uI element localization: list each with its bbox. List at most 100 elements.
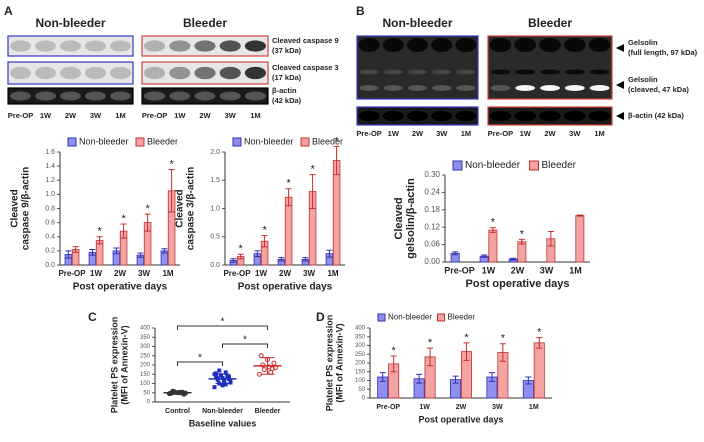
x-tick-label: 1M — [162, 269, 173, 278]
error-bar — [72, 246, 79, 253]
error-bar — [452, 375, 459, 384]
legend-label: Bleeder — [147, 136, 178, 146]
legend-label: Non-bleeder — [244, 136, 294, 146]
blot-target-label: (42 kDa) — [272, 96, 302, 105]
blot-band — [60, 66, 81, 80]
bar — [284, 196, 293, 266]
significance-marker: * — [121, 213, 126, 225]
y-tick-label: 0.12 — [424, 222, 440, 231]
legend-swatch — [67, 137, 77, 147]
significance-marker: * — [428, 337, 433, 349]
data-point — [214, 371, 219, 376]
significance-marker: * — [392, 345, 397, 357]
error-bar — [96, 236, 103, 245]
blot-band — [35, 91, 56, 101]
bar — [488, 229, 498, 263]
data-point — [261, 367, 267, 373]
blot-target-label: (17 kDa) — [272, 73, 302, 82]
blot-strip — [7, 61, 134, 85]
x-tick-label: 1M — [569, 265, 582, 275]
x-tick-label: 1M — [529, 404, 539, 411]
lane-label: 1W — [388, 129, 400, 138]
blot-band — [563, 111, 586, 121]
lane-label: Pre-OP — [142, 111, 167, 120]
error-bar — [518, 238, 525, 245]
error-bar — [463, 342, 470, 361]
error-bar — [261, 235, 268, 248]
error-bar — [525, 376, 532, 385]
blot-band — [110, 66, 131, 80]
panel-letter: B — [356, 4, 365, 18]
data-point — [218, 373, 223, 378]
error-bar — [237, 253, 244, 260]
y-axis-label: Platelet PS expression — [109, 317, 119, 414]
error-bar — [390, 355, 397, 373]
legend-label: Bleeder — [542, 160, 577, 171]
y-tick-label: 250 — [355, 352, 366, 358]
blot-group-title: Bleeder — [183, 16, 227, 30]
blot-target-label: Gelsolin — [628, 38, 658, 47]
error-bar — [120, 223, 127, 239]
y-axis-label: Cleaved — [393, 197, 405, 239]
blot-strip — [7, 35, 134, 57]
blot-target-label: (cleaved, 47 kDa) — [628, 85, 689, 94]
blot-band — [431, 111, 453, 121]
legend-swatch — [452, 160, 463, 171]
lane-label: 2W — [544, 129, 556, 138]
significance-marker: * — [491, 217, 496, 229]
significance-marker: * — [97, 226, 102, 238]
blot-band — [540, 69, 560, 75]
blot-band — [588, 111, 611, 121]
significance-marker: * — [464, 332, 469, 344]
blot-band — [406, 38, 429, 52]
comparison-bracket — [177, 325, 268, 330]
y-axis-label: gelsolin/β-actin — [405, 178, 417, 259]
y-tick-label: 0.06 — [424, 240, 440, 249]
significance-marker: * — [238, 243, 243, 255]
blot-band — [110, 40, 131, 52]
x-tick-label: 3W — [303, 269, 315, 278]
blot-band — [144, 66, 166, 80]
x-tick-label: Pre-OP — [376, 404, 400, 411]
error-bar — [510, 257, 517, 261]
error-bar — [168, 169, 175, 213]
error-bar — [230, 258, 237, 263]
data-point — [269, 366, 275, 372]
y-axis-label: caspase 3/β-actin — [186, 167, 197, 250]
lane-label: Pre-OP — [356, 129, 381, 138]
x-tick-label: Pre-OP — [58, 269, 86, 278]
x-tick-label: 1W — [419, 404, 430, 411]
error-bar — [137, 252, 144, 258]
x-tick-label: 2W — [114, 269, 126, 278]
x-tick-label: 1W — [90, 269, 102, 278]
blot-band — [35, 40, 56, 52]
y-tick-label: 100 — [355, 378, 366, 384]
error-bar — [302, 257, 309, 262]
legend-swatch — [437, 313, 445, 322]
x-tick-label: Control — [165, 408, 190, 415]
significance-marker: * — [198, 353, 202, 364]
y-tick-label: 150 — [355, 369, 366, 375]
significance-marker: * — [520, 228, 525, 240]
error-bar — [285, 188, 292, 207]
y-axis-label: Platelet PS expression — [324, 315, 334, 412]
significance-marker: * — [537, 327, 542, 339]
y-axis-label: caspase 9/β-actin — [21, 167, 32, 250]
blot-band — [194, 66, 216, 80]
y-tick-label: 1.2 — [45, 177, 55, 184]
y-tick-label: 0.24 — [424, 188, 440, 197]
blot-band — [110, 91, 131, 101]
data-point — [226, 374, 231, 379]
blot-band — [219, 91, 241, 101]
blot-band — [563, 38, 586, 52]
x-tick-label: 2W — [456, 404, 467, 411]
blot-group-title: Bleeder — [528, 16, 572, 30]
significance-marker: * — [145, 203, 150, 215]
error-bar — [65, 250, 72, 259]
y-tick-label: 0.18 — [424, 205, 440, 214]
x-tick-label: Bleeder — [255, 408, 281, 415]
significance-marker: * — [262, 225, 267, 237]
error-bar — [254, 250, 261, 258]
legend-swatch — [377, 313, 386, 322]
legend-label: Non-bleeder — [388, 313, 432, 322]
